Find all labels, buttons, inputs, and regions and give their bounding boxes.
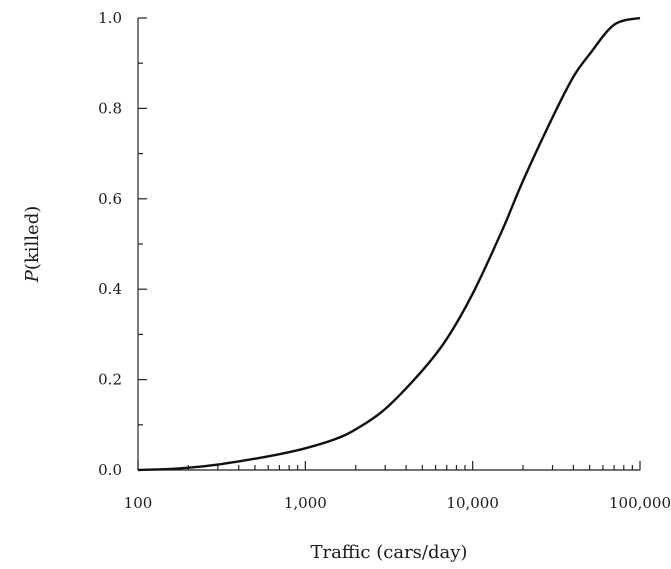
x-tick-label: 1,000 (284, 494, 327, 512)
x-axis-ticks: 100 1,000 10,000 100,000 (124, 461, 671, 512)
y-tick-label: 0.4 (98, 280, 122, 298)
y-tick-label: 0.0 (98, 461, 122, 479)
y-tick-label: 1.0 (98, 9, 122, 27)
x-tick-label: 10,000 (446, 494, 499, 512)
x-tick-label: 100 (124, 494, 153, 512)
y-axis-title: P(killed) (22, 206, 43, 284)
y-tick-label: 0.2 (98, 371, 122, 389)
y-tick-label: 0.8 (98, 99, 122, 117)
series-line (137, 16, 641, 472)
y-axis-title-rest: (killed) (22, 206, 43, 270)
x-axis-title: Traffic (cars/day) (311, 542, 468, 563)
x-tick-label: 100,000 (609, 494, 671, 512)
y-axis-title-italic: P (22, 269, 43, 283)
y-tick-label: 0.6 (98, 190, 122, 208)
y-axis-ticks: 0.0 0.2 0.4 0.6 0.8 1.0 (98, 9, 147, 479)
